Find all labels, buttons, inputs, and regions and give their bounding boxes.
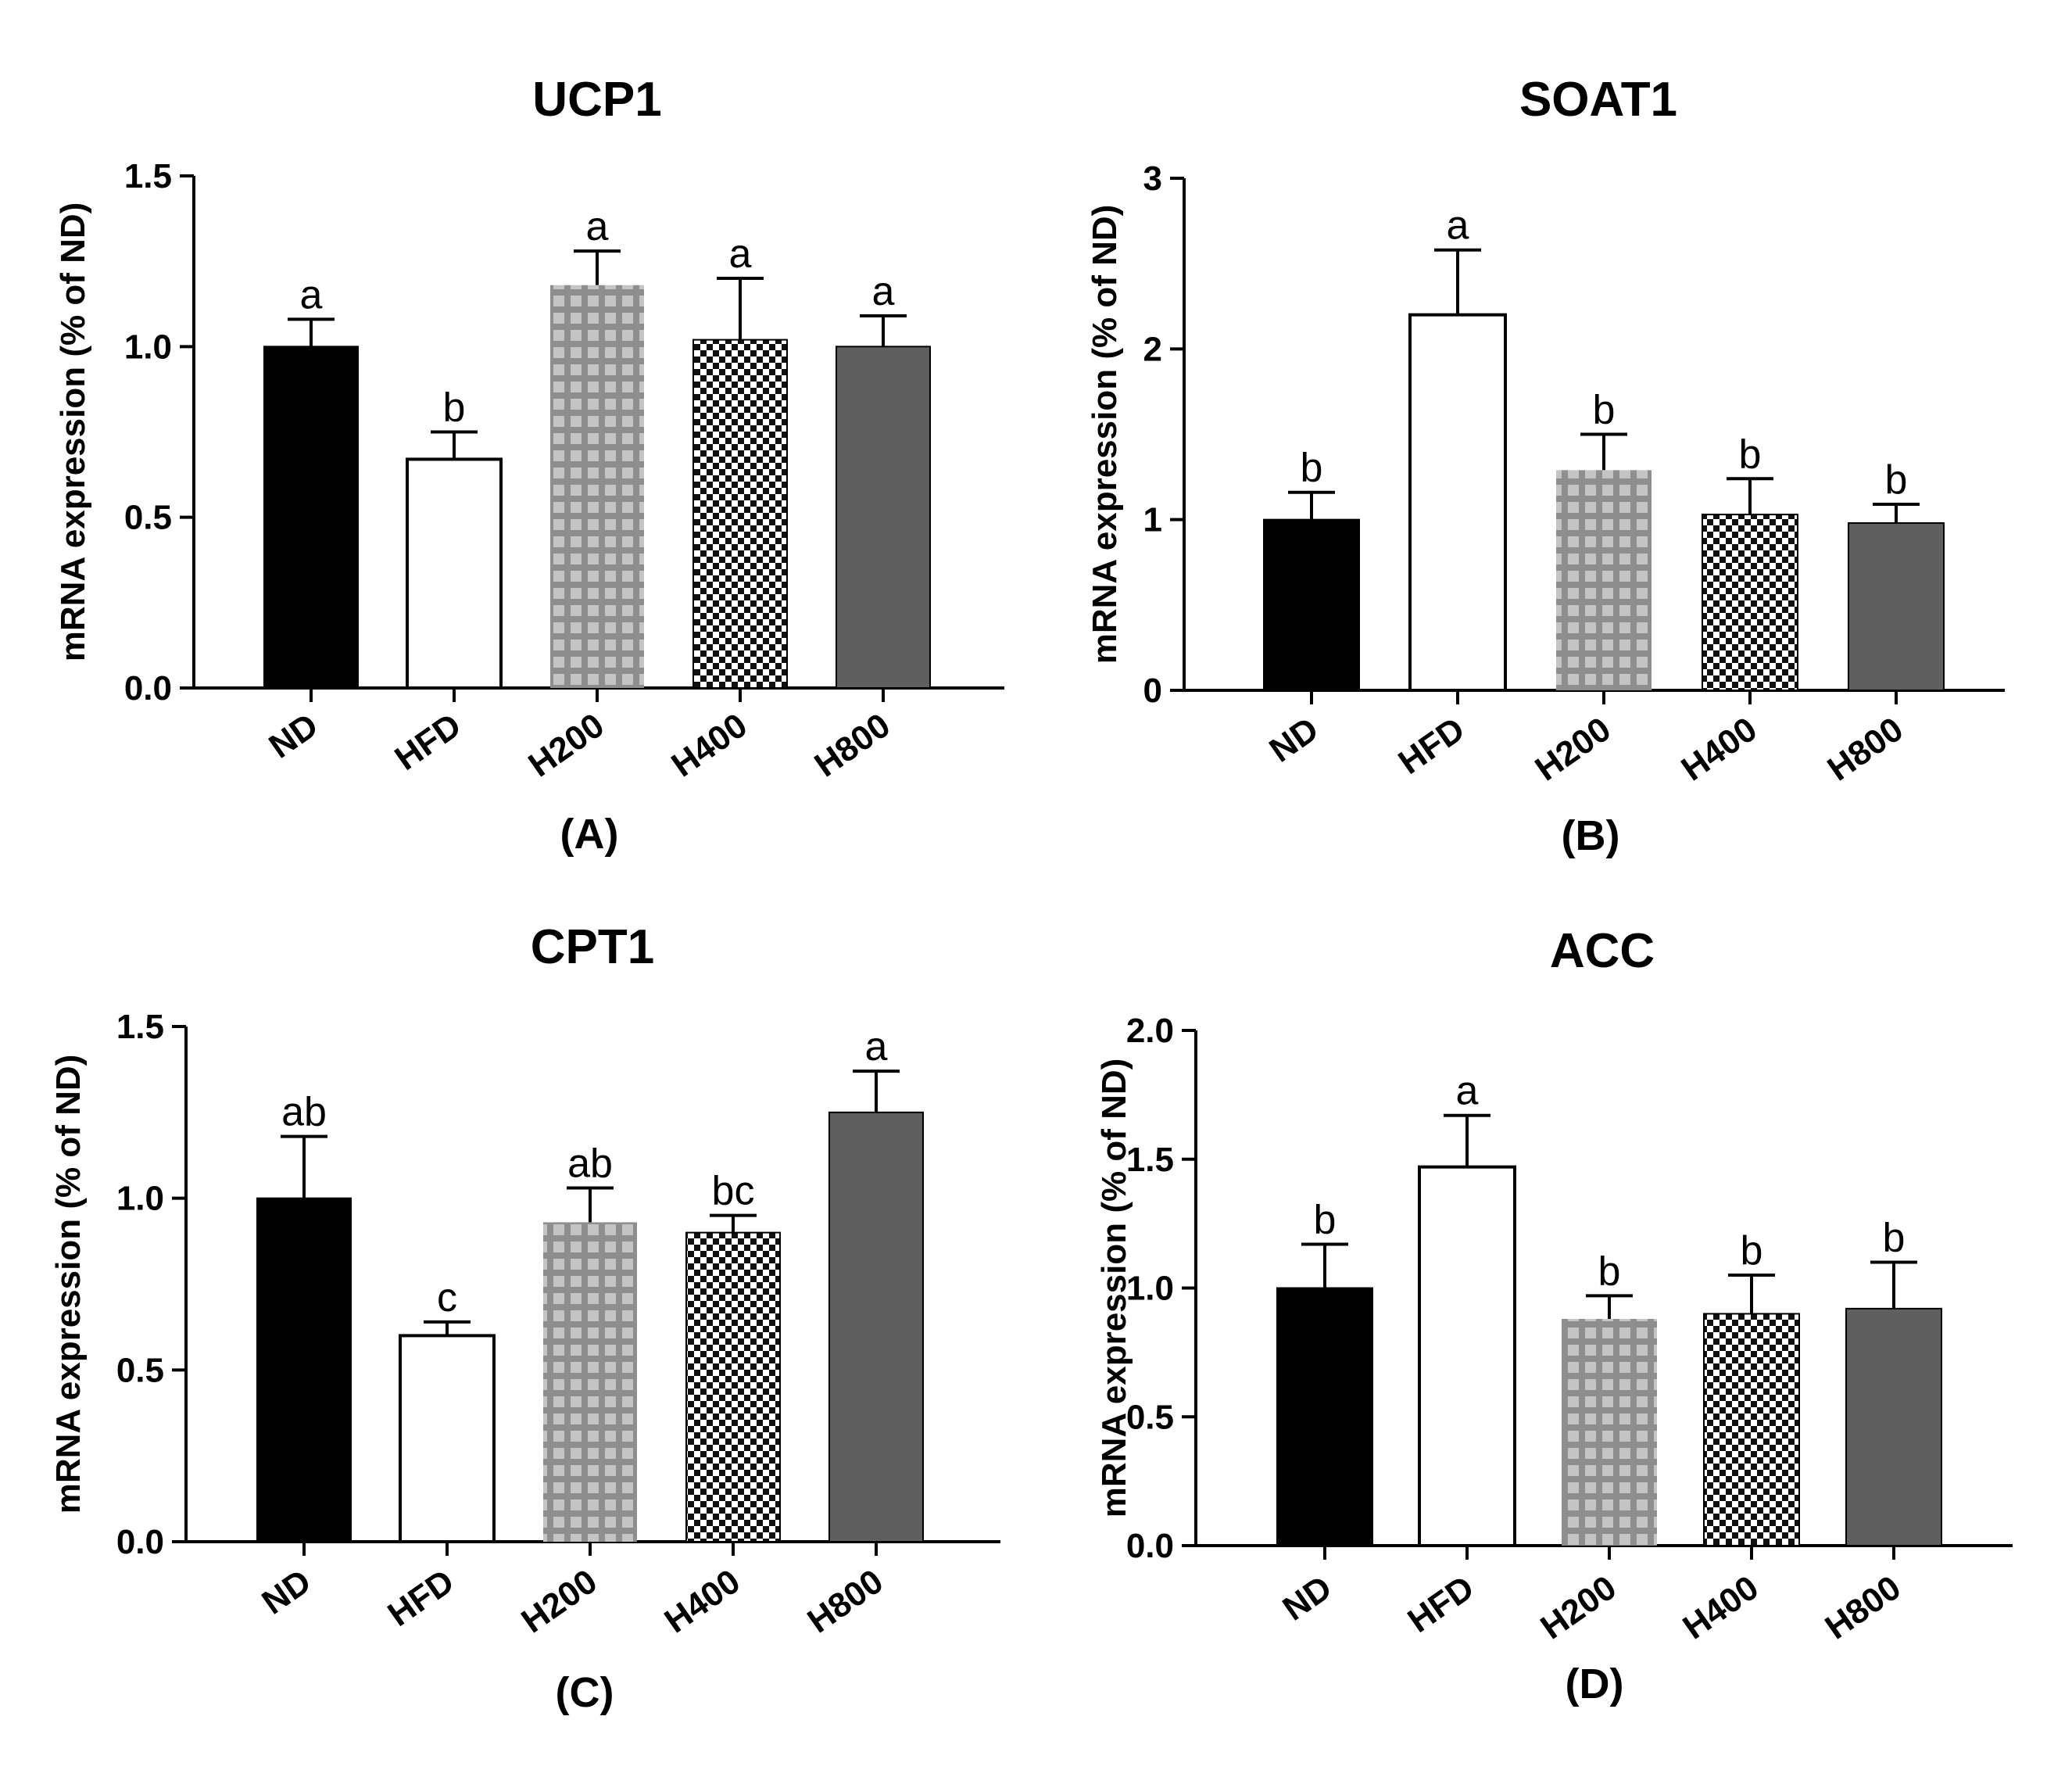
chart-title: ACC — [1550, 924, 1655, 978]
y-tick-label: 1.5 — [124, 157, 172, 195]
x-tick-label: H400 — [1674, 710, 1763, 788]
significance-label: a — [586, 204, 609, 249]
x-tick-label: HFD — [1401, 1568, 1481, 1640]
significance-label: bc — [712, 1169, 755, 1214]
chart-panel-ucp1: UCP1 mRNA expression (% of ND) 0.0 0.5 1.0 1.… — [54, 73, 1004, 858]
significance-label: a — [865, 1024, 888, 1070]
bar-h800 — [836, 346, 931, 689]
chart-title: CPT1 — [531, 920, 654, 974]
significance-label: b — [1883, 1216, 1906, 1261]
y-tick-label: 1.0 — [116, 1180, 164, 1218]
y-tick-label: 1.0 — [124, 328, 172, 366]
significance-label: b — [1301, 446, 1323, 491]
y-tick-label: 3 — [1143, 159, 1162, 198]
significance-label: b — [1598, 1249, 1621, 1294]
significance-label: b — [1741, 1228, 1763, 1274]
x-tick-label: ND — [1263, 710, 1326, 770]
x-tick-label: H400 — [664, 706, 753, 784]
significance-label: a — [872, 269, 895, 314]
significance-label: a — [1456, 1069, 1479, 1114]
bar-nd — [263, 346, 359, 689]
bar-h800 — [828, 1111, 924, 1543]
bar-h400 — [1702, 514, 1798, 691]
significance-label: b — [1314, 1197, 1337, 1242]
chart-panels: UCP1 mRNA expression (% of ND) 0.0 0.5 1.0 1.… — [49, 73, 2013, 1716]
y-tick-label: 1.0 — [1126, 1270, 1174, 1308]
significance-label: b — [1739, 432, 1762, 477]
y-axis-label: mRNA expression (% of ND) — [49, 1055, 88, 1514]
significance-label: b — [1885, 457, 1908, 503]
x-tick-label: H200 — [1528, 710, 1617, 788]
panel-label: (C) — [556, 1669, 614, 1716]
chart-title: UCP1 — [532, 73, 661, 127]
y-tick-label: 1.5 — [1126, 1141, 1174, 1179]
bar-h400 — [692, 339, 788, 689]
x-tick-label: H200 — [514, 1562, 603, 1640]
x-tick-label: H400 — [1676, 1568, 1765, 1646]
significance-label: a — [1447, 203, 1469, 249]
bar-h800 — [1848, 522, 1945, 691]
panel-label: (A) — [560, 811, 619, 858]
bar-h200 — [1556, 470, 1652, 690]
x-tick-label: ND — [256, 1562, 318, 1622]
y-tick-label: 0.0 — [116, 1523, 164, 1561]
bar-h200 — [550, 285, 644, 688]
bar-nd — [256, 1197, 352, 1542]
x-tick-label: HFD — [1392, 710, 1472, 782]
bar-h200 — [1562, 1319, 1657, 1546]
chart-panel-cpt1: CPT1 mRNA expression (% of ND) 0.0 0.5 1.0 1.… — [49, 920, 1000, 1716]
y-tick-label: 0.0 — [124, 669, 172, 708]
bar-h800 — [1845, 1307, 1942, 1546]
significance-label: c — [437, 1275, 457, 1320]
x-tick-label: H800 — [807, 706, 896, 784]
y-tick-label: 0.5 — [124, 499, 172, 537]
x-tick-label: H200 — [1533, 1568, 1623, 1646]
y-tick-label: 1 — [1143, 501, 1162, 539]
x-tick-label: H400 — [657, 1562, 746, 1640]
y-axis-label: mRNA expression (% of ND) — [54, 202, 92, 662]
bar-hfd — [1418, 1165, 1516, 1547]
bar-nd — [1276, 1287, 1373, 1546]
panel-label: (B) — [1562, 812, 1620, 859]
bar-nd — [1263, 518, 1360, 692]
x-tick-label: ND — [1276, 1568, 1339, 1628]
chart-panel-acc: ACC mRNA expression (% of ND) 0.0 0.5 1.0 1.5… — [1095, 924, 2013, 1707]
bar-h200 — [543, 1222, 637, 1542]
y-axis-label: mRNA expression (% of ND) — [1095, 1059, 1133, 1518]
bar-h400 — [685, 1231, 781, 1542]
chart-panel-soat1: SOAT1 mRNA expression (% of ND) 0 1 2 3 b ND a HF… — [1086, 73, 2005, 859]
significance-label: a — [729, 231, 752, 277]
x-tick-label: H800 — [800, 1562, 889, 1640]
y-tick-label: 0.5 — [116, 1351, 164, 1389]
x-tick-label: H200 — [521, 706, 610, 784]
x-tick-label: HFD — [388, 706, 468, 778]
y-tick-label: 1.5 — [116, 1008, 164, 1046]
y-tick-label: 2.0 — [1126, 1012, 1174, 1050]
bar-hfd — [399, 1334, 496, 1544]
bar-hfd — [1408, 313, 1507, 692]
y-axis-label: mRNA expression (% of ND) — [1086, 205, 1124, 665]
x-tick-label: HFD — [381, 1562, 461, 1634]
x-tick-label: ND — [263, 706, 325, 766]
x-tick-label: H800 — [1820, 710, 1909, 788]
significance-label: ab — [281, 1090, 327, 1135]
x-tick-label: H800 — [1818, 1568, 1907, 1646]
y-tick-label: 2 — [1143, 330, 1162, 368]
y-tick-label: 0 — [1143, 672, 1162, 710]
panel-label: (D) — [1566, 1661, 1624, 1707]
chart-title: SOAT1 — [1519, 73, 1677, 127]
y-tick-label: 0.0 — [1126, 1527, 1174, 1565]
significance-label: ab — [567, 1141, 613, 1186]
bar-h400 — [1703, 1313, 1800, 1546]
y-tick-label: 0.5 — [1126, 1398, 1174, 1436]
significance-label: b — [443, 385, 466, 431]
significance-label: b — [1593, 388, 1616, 433]
bar-hfd — [406, 457, 503, 690]
significance-label: a — [300, 272, 323, 317]
